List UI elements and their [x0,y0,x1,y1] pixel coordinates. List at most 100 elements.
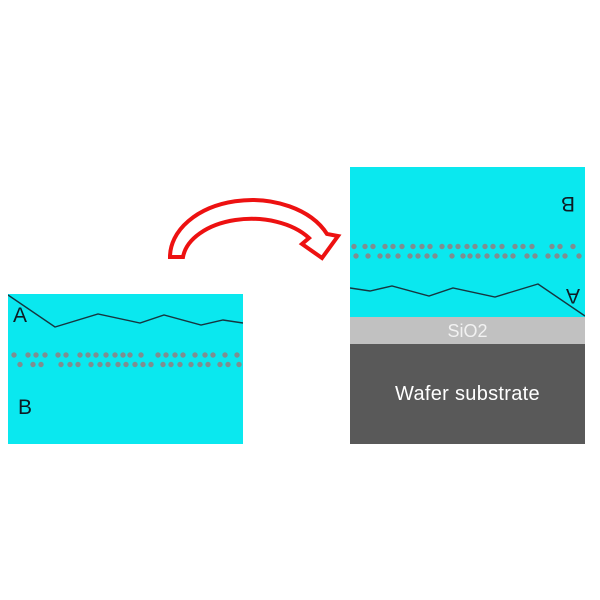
implant-dot [67,361,73,368]
implant-dot [197,361,203,368]
implant-dot [407,253,413,259]
implant-dot [554,253,560,259]
implant-dot [93,352,99,358]
implant-dot [449,253,455,259]
sio2-label: SiO2 [447,320,488,341]
implant-dot [11,352,17,358]
layer-b-label: B [18,396,33,419]
implant-dot [432,253,438,259]
implant-dot [370,243,376,250]
implant-dot [353,253,359,259]
implant-dot [362,243,368,250]
implant-dot [576,253,582,259]
implant-dot [222,352,228,358]
implant-dot [385,253,391,259]
implant-dot [160,361,166,368]
implant-dot [439,243,445,250]
implant-dot [410,243,416,250]
implant-dot [180,352,186,358]
implant-dot [17,361,23,368]
implant-dot [103,352,109,358]
implant-dot [377,253,383,259]
implant-dot [30,361,36,368]
flipped-layer-b-label: B [560,192,575,215]
implant-dot [97,361,103,368]
film-graphics [8,294,243,368]
cleave-line [350,283,585,317]
implant-dot [58,361,64,368]
implant-dot [510,253,516,259]
implant-dot [202,352,208,358]
implant-dot [115,361,121,368]
film-stack-initial: A B [8,294,243,444]
implant-dot [395,253,401,259]
implant-dot [545,253,551,259]
implant-dot [42,352,48,358]
implant-dot [460,253,466,259]
implant-dot [475,253,481,259]
implant-dot [419,243,425,250]
bonded-stack: A B SiO2 Wafer substrate [350,167,585,444]
implant-dot [447,243,453,250]
implant-dot [557,243,563,250]
implant-dot [424,253,430,259]
implant-dot [225,361,231,368]
implant-dot [25,352,31,358]
implant-dot [562,253,568,259]
implant-dot [132,361,138,368]
implant-dot [163,352,169,358]
implant-dot [427,243,433,250]
implant-dot [472,243,478,250]
implant-dot [77,352,83,358]
implant-dot [484,253,490,259]
implant-dot [415,253,421,259]
implant-dot [520,243,526,250]
implant-dot [502,253,508,259]
implant-dot [140,361,146,368]
implant-dot [464,243,470,250]
implant-dot [236,361,242,368]
implant-dot [365,253,371,259]
implant-dot [168,361,174,368]
implant-dot [382,243,388,250]
implant-dot [148,361,154,368]
layer-a-label: A [13,304,28,327]
implant-dot [75,361,81,368]
cleave-line [8,294,243,328]
implant-dot [455,243,461,250]
implant-dot [234,352,240,358]
implant-dot [549,243,555,250]
implant-dot [112,352,118,358]
implant-dot [85,352,91,358]
implant-dot [490,243,496,250]
implant-dot [188,361,194,368]
implant-dot [63,352,69,358]
wafer-substrate-label: Wafer substrate [395,383,540,405]
flip-arrow-shape [167,198,342,261]
implant-dot [155,352,161,358]
implant-dot [172,352,178,358]
flipped-layer-a-label: A [565,284,580,307]
film-stack-flipped: A B [350,167,585,317]
implant-dot [399,243,405,250]
implant-dot [351,243,357,250]
implant-dot [570,243,576,250]
implant-dot [494,253,500,259]
implant-dot [205,361,211,368]
implant-dot [192,352,198,358]
implant-dot [177,361,183,368]
implant-dot [512,243,518,250]
implant-dot [532,253,538,259]
implant-dot [120,352,126,358]
implant-dot [529,243,535,250]
wafer-substrate-layer: Wafer substrate [350,344,585,444]
implant-dot [482,243,488,250]
implant-dot [127,352,133,358]
sio2-layer: SiO2 [350,317,585,344]
implant-dot [38,361,44,368]
flipped-film-graphics [350,243,585,317]
implant-dot [123,361,129,368]
implant-dot [390,243,396,250]
implant-dot [467,253,473,259]
